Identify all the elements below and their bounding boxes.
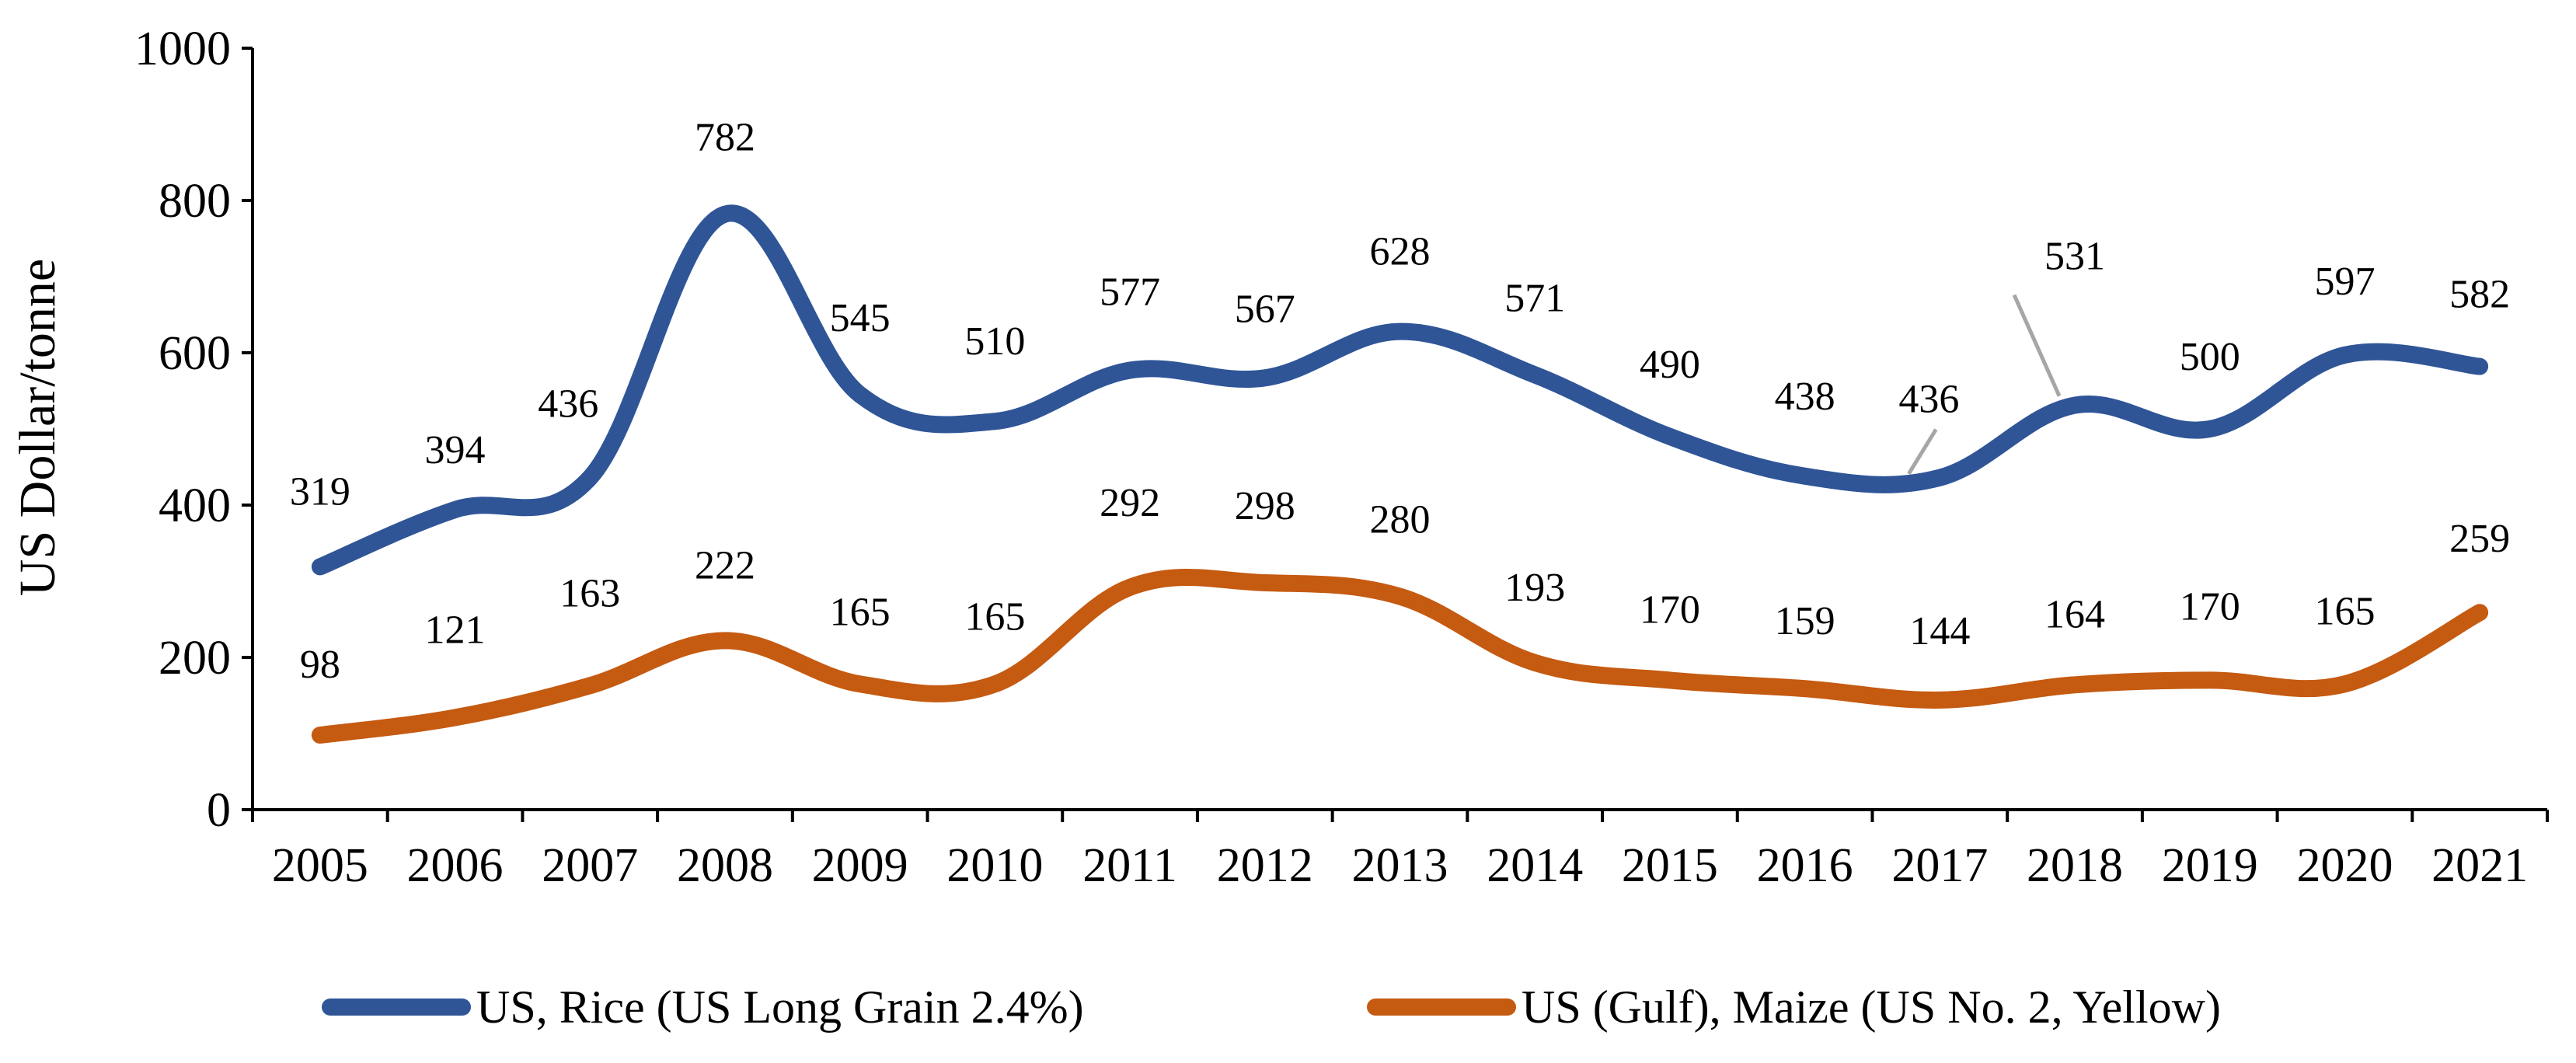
data-label: 159: [1775, 599, 1835, 643]
y-tick-label: 400: [159, 479, 231, 532]
x-tick-label: 2011: [1082, 839, 1177, 892]
x-tick-label: 2008: [677, 839, 773, 892]
data-label: 165: [964, 594, 1025, 639]
data-label: 164: [2044, 592, 2105, 636]
x-tick-label: 2005: [272, 839, 368, 892]
x-tick-label: 2018: [2027, 839, 2123, 892]
data-label: 500: [2180, 335, 2240, 379]
series-line-maize: [311, 569, 2489, 744]
data-label: 222: [695, 543, 755, 587]
data-label: 628: [1370, 230, 1431, 274]
x-tick-label: 2019: [2162, 839, 2258, 892]
x-tick-label: 2007: [542, 839, 638, 892]
x-axis: 2005 2006 2007 2008 2009 2010 2011 2012 2013 2014…: [251, 808, 2549, 892]
data-label: 280: [1370, 498, 1431, 542]
data-label: 319: [290, 469, 350, 514]
x-tick-label: 2013: [1352, 839, 1448, 892]
y-tick-label: 800: [159, 175, 231, 228]
data-label: 510: [964, 319, 1025, 364]
data-label: 782: [695, 116, 755, 160]
x-tick-label: 2017: [1891, 839, 1988, 892]
data-label: 165: [2314, 589, 2375, 633]
legend-item-rice: US, Rice (US Long Grain 2.4%): [322, 981, 1084, 1033]
leader-line: [1907, 428, 1938, 476]
y-tick-label: 600: [159, 327, 231, 380]
data-label: 577: [1100, 270, 1160, 315]
legend-label: US (Gulf), Maize (US No. 2, Yellow): [1522, 981, 2221, 1033]
data-label: 165: [830, 590, 891, 634]
x-tick-label: 2016: [1757, 839, 1853, 892]
data-label: 163: [559, 571, 620, 615]
legend-label: US, Rice (US Long Grain 2.4%): [476, 981, 1084, 1033]
data-label: 193: [1504, 566, 1565, 610]
y-tick-label: 1000: [134, 23, 231, 75]
leader-line: [2012, 294, 2062, 397]
data-label: 292: [1100, 481, 1160, 525]
data-label: 259: [2449, 517, 2510, 561]
legend-item-maize: US (Gulf), Maize (US No. 2, Yellow): [1367, 981, 2221, 1033]
data-label: 436: [1898, 378, 1959, 422]
x-tick-label: 2006: [407, 839, 504, 892]
series-layer: [311, 204, 2489, 744]
data-label: 144: [1909, 609, 1970, 653]
data-label: 490: [1640, 343, 1700, 387]
data-label: 531: [2044, 235, 2105, 279]
y-axis: 0 200 400 600 800 1000: [134, 23, 254, 837]
data-label: 597: [2314, 260, 2375, 304]
series-line-rice: [311, 204, 2489, 576]
x-tick-label: 2009: [812, 839, 908, 892]
x-tick-label: 2014: [1487, 839, 1583, 892]
x-tick-label: 2010: [946, 839, 1043, 892]
y-axis-title: US Dollar/tonne: [9, 259, 66, 596]
data-label: 545: [830, 296, 891, 340]
y-tick-label: 200: [159, 632, 231, 685]
data-label: 121: [425, 608, 486, 652]
x-tick-label: 2015: [1622, 839, 1718, 892]
legend: US, Rice (US Long Grain 2.4%) US (Gulf), …: [322, 981, 2221, 1033]
data-label: 298: [1235, 484, 1295, 528]
data-label: 170: [1640, 587, 1700, 632]
data-label: 436: [538, 382, 598, 427]
x-tick-label: 2012: [1217, 839, 1313, 892]
data-label: 170: [2180, 584, 2240, 629]
x-tick-label: 2021: [2431, 839, 2528, 892]
x-tick-label: 2020: [2296, 839, 2393, 892]
data-label: 571: [1504, 276, 1565, 320]
data-label: 567: [1235, 287, 1295, 331]
y-tick-label: 0: [207, 784, 231, 837]
data-label: 394: [425, 428, 486, 472]
data-labels: 319 394 436 782 545 510 577 567 628 571 490 438 436 5…: [290, 116, 2510, 687]
data-label: 582: [2449, 273, 2510, 317]
data-label: 438: [1775, 375, 1835, 419]
data-label: 98: [300, 643, 340, 687]
